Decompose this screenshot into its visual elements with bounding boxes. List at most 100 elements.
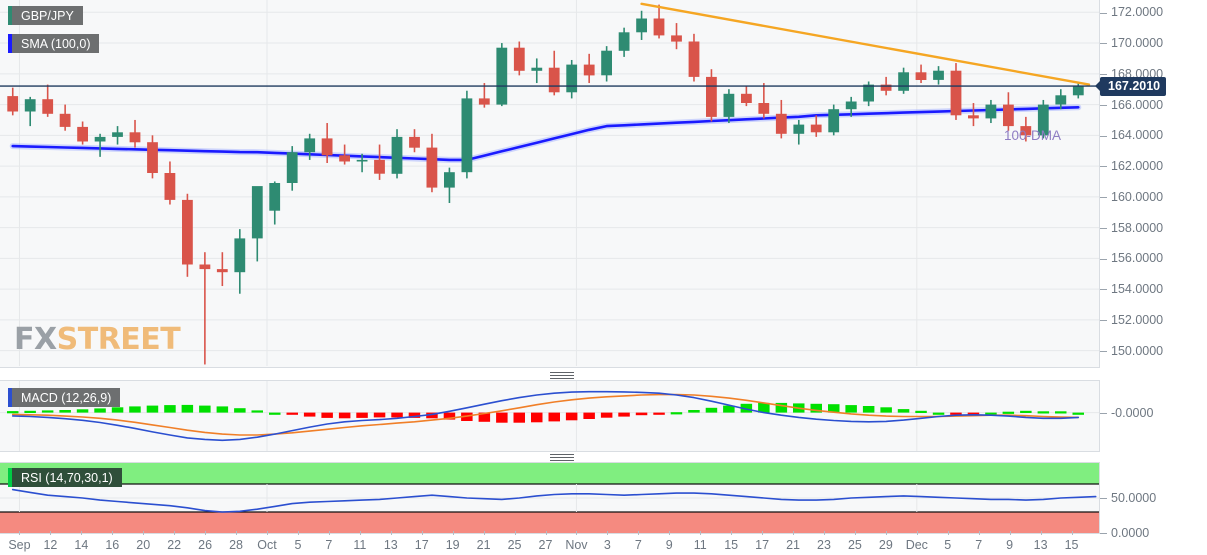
x-tick-mark [545,531,547,535]
legend-macd[interactable]: MACD (12,26,9) [8,388,121,407]
rsi-svg [0,463,1099,533]
x-axis[interactable]: Sep 12 14 16 20 22 26 28 Oct 5 7 11 13 17 19 21 25 27 Nov 3… [0,531,1100,555]
x-tick-mark [885,531,887,535]
price-y-tick: 162.0000 [1100,159,1163,173]
rsi-panel[interactable] [0,462,1100,534]
watermark-street: STREET [56,322,181,357]
price-y-tick: 150.0000 [1100,344,1163,358]
rsi-y-tick: 0.0000 [1100,526,1149,540]
rsi-plot-area[interactable] [0,463,1099,533]
x-tick-label: 15 [1064,538,1079,552]
macd-y-tick: -0.0000 [1100,406,1153,420]
legend-rsi-label: RSI (14,70,30,1) [21,470,113,485]
legend-symbol-color-bar [8,6,12,25]
x-tick-mark [50,531,52,535]
last-price-badge: 167.2010 [1094,76,1167,96]
price-plot-area[interactable] [0,0,1099,367]
price-chart-panel[interactable] [0,0,1100,368]
x-tick-label: 28 [229,538,244,552]
x-tick-mark [421,531,423,535]
legend-sma[interactable]: SMA (100,0) [8,34,100,53]
x-tick-label: 21 [786,538,800,552]
x-tick-mark [174,531,176,535]
x-tick-mark [267,531,268,535]
fxstreet-watermark: FXSTREET [14,322,181,357]
x-tick-label: 11 [693,538,707,552]
x-tick-label: Nov [565,538,588,552]
price-y-tick: 154.0000 [1100,282,1163,296]
x-tick-label: Dec [905,538,928,552]
x-tick-mark [576,531,578,535]
x-tick-label: 5 [294,538,302,552]
x-tick-mark [205,531,207,535]
x-tick-mark [793,531,795,535]
legend-symbol[interactable]: GBP/JPY [8,6,83,25]
legend-sma-color-bar [8,34,12,53]
rsi-y-tick: 50.0000 [1100,491,1156,505]
legend-symbol-label: GBP/JPY [21,8,74,23]
x-tick-label: 9 [1006,538,1014,552]
price-y-tick: 164.0000 [1100,128,1163,142]
rsi-y-axis[interactable]: 50.0000 0.0000 [1100,463,1207,540]
x-tick-label: 19 [445,538,460,552]
x-tick-label: Oct [257,538,277,552]
x-tick-mark [1009,531,1011,535]
x-tick-label: 29 [878,538,893,552]
panel-resize-grip-macd[interactable] [550,370,574,380]
watermark-fx: FX [14,322,57,357]
x-tick-label: 20 [136,538,151,552]
x-tick-label: 16 [105,538,120,552]
x-tick-label: 15 [724,538,739,552]
x-tick-label: 11 [353,538,367,552]
x-tick-label: 7 [325,538,333,552]
x-tick-label: 13 [383,538,398,552]
price-y-tick: 170.0000 [1100,36,1163,50]
x-tick-label: 9 [665,538,673,552]
x-tick-mark [483,531,485,535]
macd-panel[interactable] [0,380,1100,452]
legend-rsi[interactable]: RSI (14,70,30,1) [8,468,122,487]
x-tick-mark [607,531,609,535]
price-y-axis[interactable]: 172.0000 170.0000 168.0000 166.0000 164.0000… [1100,0,1207,366]
x-tick-label: 13 [1033,538,1048,552]
x-tick-mark [978,531,980,535]
x-tick-label: 5 [944,538,952,552]
price-y-tick: 152.0000 [1100,313,1163,327]
x-tick-label: 3 [603,538,611,552]
x-tick-mark [81,531,83,535]
x-tick-mark [700,531,702,535]
macd-svg [0,381,1099,451]
x-tick-mark [390,531,392,535]
x-tick-mark [514,531,516,535]
macd-plot-area[interactable] [0,381,1099,451]
x-tick-mark [669,531,671,535]
legend-sma-label: SMA (100,0) [21,36,91,51]
x-tick-mark [638,531,640,535]
price-y-tick: 160.0000 [1100,190,1163,204]
panel-resize-grip-rsi[interactable] [550,452,574,462]
price-svg [0,0,1099,366]
x-tick-mark [731,531,733,535]
x-tick-mark [328,531,330,535]
x-tick-label: 21 [476,538,491,552]
x-tick-mark [236,531,238,535]
x-tick-label: 25 [847,538,862,552]
macd-y-axis[interactable]: -0.0000 [1100,381,1207,451]
x-tick-mark [947,531,949,535]
x-tick-label: Sep [8,538,31,552]
x-tick-label: 12 [43,538,58,552]
x-tick-mark [19,531,21,535]
x-tick-label: 17 [414,538,429,552]
x-tick-mark [1071,531,1073,535]
x-tick-mark [112,531,114,535]
x-tick-mark [916,531,918,535]
x-tick-label: 17 [755,538,770,552]
x-tick-label: 23 [817,538,831,552]
x-tick-label: 25 [507,538,522,552]
price-y-tick: 166.0000 [1100,98,1163,112]
price-y-tick: 172.0000 [1100,5,1163,19]
x-tick-label: 27 [538,538,553,552]
legend-rsi-color-bar [8,468,12,487]
x-tick-mark [452,531,454,535]
